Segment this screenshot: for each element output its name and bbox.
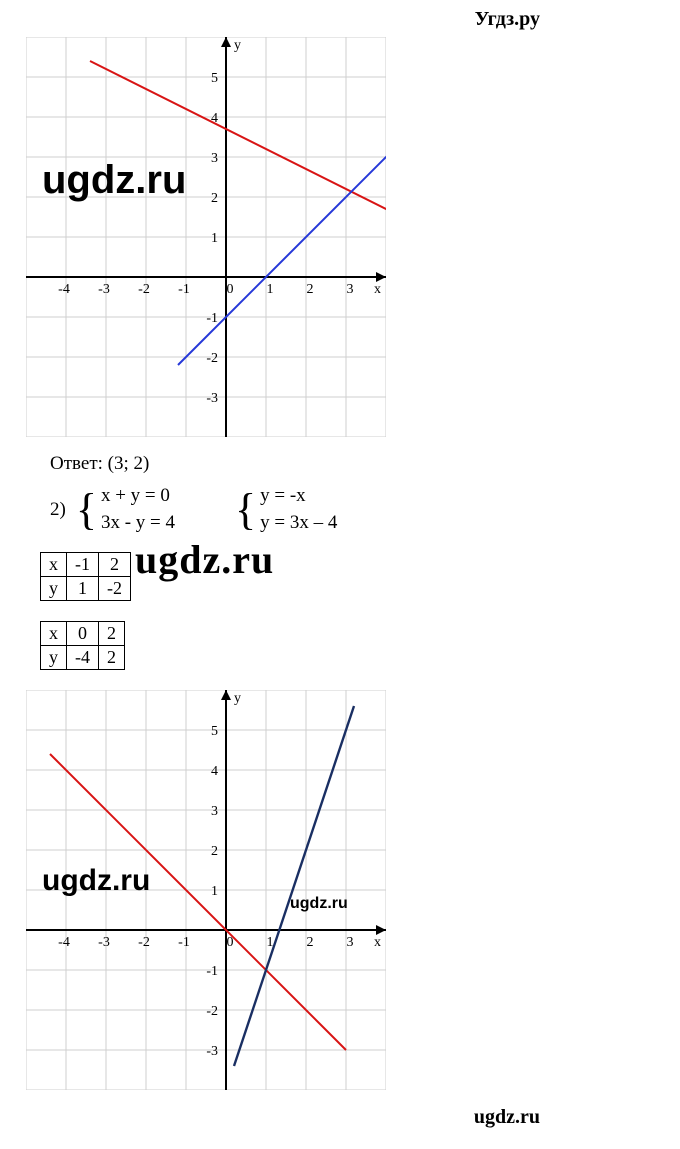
cell: -2	[99, 577, 131, 601]
svg-text:ugdz.ru: ugdz.ru	[42, 864, 150, 897]
svg-text:-3: -3	[98, 282, 110, 297]
watermark-overlay: ugdz.ru	[135, 536, 274, 583]
svg-text:2: 2	[307, 282, 314, 297]
top-watermark: Угдз.ру	[20, 8, 660, 31]
svg-text:-2: -2	[138, 935, 150, 950]
eq: y = -x	[260, 483, 337, 510]
svg-text:-4: -4	[58, 282, 70, 297]
svg-text:-2: -2	[206, 1004, 218, 1019]
svg-text:-3: -3	[206, 1044, 218, 1059]
svg-text:-4: -4	[58, 935, 70, 950]
svg-text:-1: -1	[178, 282, 190, 297]
svg-text:-1: -1	[206, 311, 218, 326]
answer-1: Ответ: (3; 2)	[50, 453, 660, 475]
svg-text:-2: -2	[206, 351, 218, 366]
table-1: x -1 2 y 1 -2	[40, 552, 131, 601]
eq: 3x - y = 4	[101, 510, 175, 537]
brace-icon: {	[76, 488, 97, 532]
svg-text:y: y	[234, 38, 241, 53]
answer-label: Ответ:	[50, 453, 103, 474]
answer-value: (3; 2)	[108, 453, 150, 474]
table-row: x 0 2	[41, 622, 125, 646]
svg-text:-3: -3	[98, 935, 110, 950]
svg-text:3: 3	[347, 282, 354, 297]
bottom-watermark: ugdz.ru	[20, 1106, 660, 1129]
cell: 0	[67, 622, 99, 646]
svg-text:x: x	[374, 282, 381, 297]
svg-text:y: y	[234, 691, 241, 706]
svg-text:1: 1	[211, 884, 218, 899]
cell: x	[41, 553, 67, 577]
svg-text:0: 0	[227, 282, 234, 297]
svg-text:3: 3	[211, 151, 218, 166]
svg-text:1: 1	[211, 231, 218, 246]
svg-text:2: 2	[307, 935, 314, 950]
cell: 1	[67, 577, 99, 601]
svg-text:x: x	[374, 935, 381, 950]
svg-text:3: 3	[211, 804, 218, 819]
svg-text:-1: -1	[206, 964, 218, 979]
svg-text:3: 3	[347, 935, 354, 950]
svg-text:5: 5	[211, 71, 218, 86]
table-row: y 1 -2	[41, 577, 131, 601]
cell: 2	[99, 646, 125, 670]
brace-icon: {	[235, 488, 256, 532]
cell: x	[41, 622, 67, 646]
eq: y = 3x – 4	[260, 510, 337, 537]
cell: 2	[99, 553, 131, 577]
table-2-block: x 0 2 y -4 2	[40, 621, 660, 670]
chart1: -4-3-2-10123-3-2-112345xyugdz.ru	[26, 37, 660, 437]
cell: -1	[67, 553, 99, 577]
cell: y	[41, 577, 67, 601]
eq: x + y = 0	[101, 483, 175, 510]
table-2: x 0 2 y -4 2	[40, 621, 125, 670]
svg-text:-1: -1	[178, 935, 190, 950]
svg-text:1: 1	[267, 282, 274, 297]
svg-text:ugdz.ru: ugdz.ru	[42, 158, 186, 202]
svg-text:ugdz.ru: ugdz.ru	[290, 895, 348, 912]
cell: y	[41, 646, 67, 670]
chart2: -4-3-2-10123-3-2-112345xyugdz.ruugdz.ru	[26, 690, 660, 1090]
table-row: y -4 2	[41, 646, 125, 670]
svg-text:-2: -2	[138, 282, 150, 297]
table-1-block: x -1 2 y 1 -2 ugdz.ru	[40, 552, 660, 601]
svg-text:2: 2	[211, 844, 218, 859]
table-row: x -1 2	[41, 553, 131, 577]
svg-text:5: 5	[211, 724, 218, 739]
cell: 2	[99, 622, 125, 646]
cell: -4	[67, 646, 99, 670]
problem-2: 2) { x + y = 0 3x - y = 4 { y = -x y = 3…	[50, 483, 660, 536]
problem-number: 2)	[50, 499, 66, 521]
svg-text:4: 4	[211, 764, 218, 779]
svg-text:2: 2	[211, 191, 218, 206]
svg-text:-3: -3	[206, 391, 218, 406]
